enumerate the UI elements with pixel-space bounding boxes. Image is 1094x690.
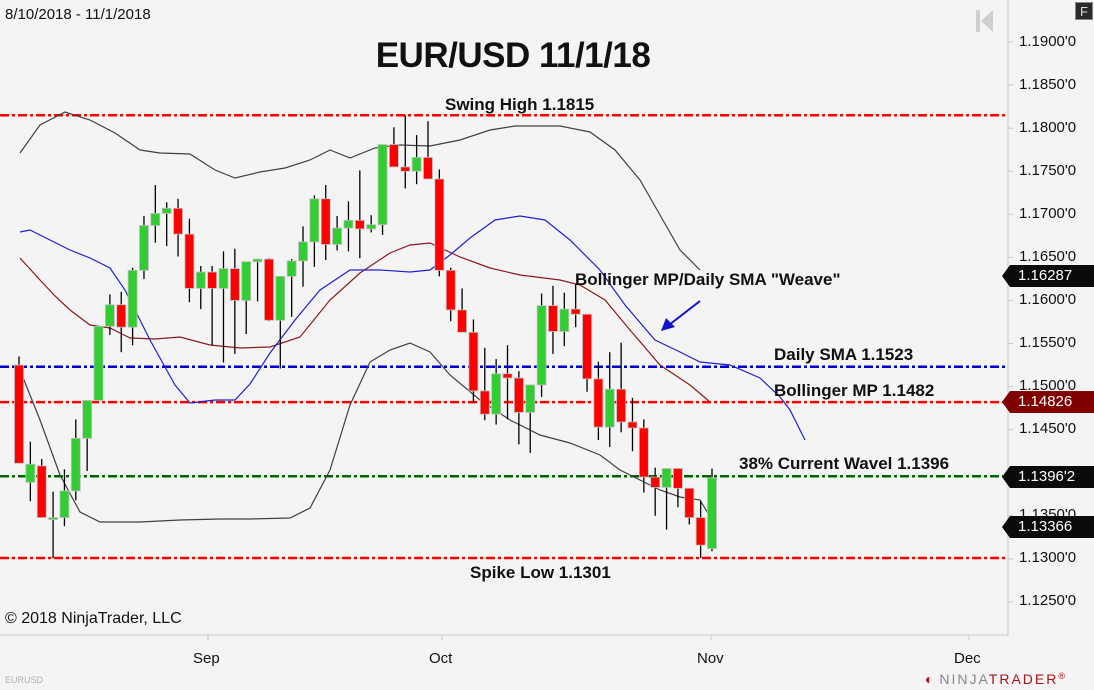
weave-arrow-icon bbox=[661, 300, 701, 331]
price-tick: 1.1700'0 bbox=[1019, 205, 1077, 222]
time-axis-ticks bbox=[207, 635, 970, 640]
indicator-lines bbox=[19, 111, 806, 526]
price-tick: 1.1300'0 bbox=[1019, 549, 1077, 566]
price-tick: 1.1850'0 bbox=[1019, 76, 1077, 93]
swing-high-label: Swing High 1.1815 bbox=[445, 95, 595, 114]
symbol-label: EURUSD bbox=[5, 675, 44, 685]
daily-sma-label: Daily SMA 1.1523 bbox=[774, 345, 914, 364]
ninjatrader-logo-icon: ◐ bbox=[925, 671, 934, 687]
bollinger-mp-price-badge: 1.14826 bbox=[1002, 391, 1094, 413]
price-tick: 1.1600'0 bbox=[1019, 291, 1077, 308]
ninjatrader-logo: ◐ NINJATRADER® bbox=[925, 671, 1067, 687]
spike-low-label: Spike Low 1.1301 bbox=[470, 563, 611, 582]
price-tick: 1.1650'0 bbox=[1019, 248, 1077, 265]
time-label-nov: Nov bbox=[697, 650, 724, 667]
time-label-sep: Sep bbox=[193, 650, 220, 667]
price-tick: 1.1800'0 bbox=[1019, 119, 1077, 136]
candlesticks bbox=[14, 115, 717, 559]
upper-band-price-badge: 1.16287 bbox=[1002, 265, 1094, 287]
wave-38-price-badge: 1.1396'2 bbox=[1002, 466, 1094, 488]
price-tick: 1.1450'0 bbox=[1019, 420, 1077, 437]
chart-title: EUR/USD 11/1/18 bbox=[375, 36, 651, 75]
wave-38-label: 38% Current Wavel 1.1396 bbox=[739, 454, 950, 473]
bollinger-mp-label: Bollinger MP 1.1482 bbox=[774, 381, 935, 400]
f-button[interactable]: F bbox=[1075, 2, 1093, 20]
price-tick: 1.1250'0 bbox=[1019, 592, 1077, 609]
time-label-oct: Oct bbox=[429, 650, 453, 667]
weave-label: Bollinger MP/Daily SMA "Weave" bbox=[575, 270, 841, 289]
price-tick: 1.1750'0 bbox=[1019, 162, 1077, 179]
horizontal-levels bbox=[0, 113, 1008, 560]
scroll-to-start-icon[interactable] bbox=[976, 10, 994, 32]
price-tick: 1.1500'0 bbox=[1019, 377, 1077, 394]
price-tick: 1.1550'0 bbox=[1019, 334, 1077, 351]
copyright: © 2018 NinjaTrader, LLC bbox=[5, 610, 182, 627]
price-tick: 1.1900'0 bbox=[1019, 33, 1077, 50]
time-label-dec: Dec bbox=[954, 650, 981, 667]
date-range: 8/10/2018 - 11/1/2018 bbox=[5, 6, 151, 23]
last-price-badge: 1.13366 bbox=[1002, 516, 1094, 538]
